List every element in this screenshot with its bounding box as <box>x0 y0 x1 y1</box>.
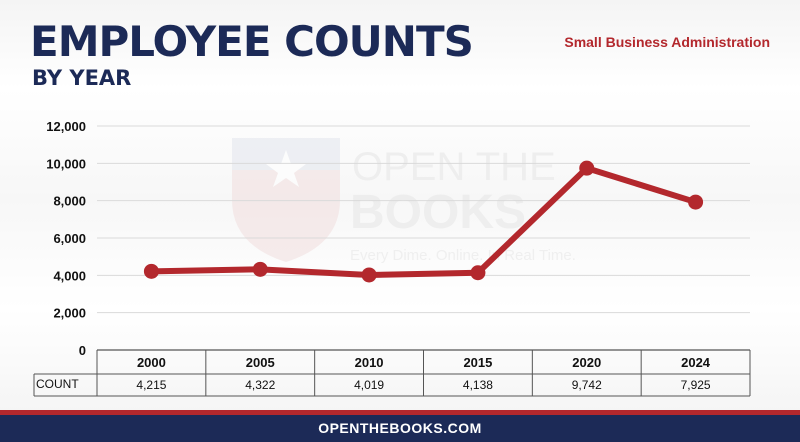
footer-website: OPENTHEBOOKS.COM <box>318 420 482 436</box>
x-category-label: 2024 <box>681 355 711 370</box>
series-line <box>148 165 699 278</box>
watermark-tagline: Every Dime. Online. In Real Time. <box>350 247 576 264</box>
x-category-label: 2010 <box>355 355 384 370</box>
data-point <box>361 267 377 283</box>
data-point <box>470 265 486 281</box>
x-category-label: 2020 <box>572 355 601 370</box>
data-table-header: 2000 2005 2010 2015 2020 2024 <box>137 355 711 370</box>
y-tick-label: 10,000 <box>46 156 86 171</box>
shield-logo <box>232 138 340 262</box>
watermark-line1: OPEN THE <box>352 145 556 189</box>
data-value-label: 7,925 <box>681 378 711 392</box>
footer-bar: OPENTHEBOOKS.COM <box>0 415 800 442</box>
data-table-grid <box>33 350 751 397</box>
footer-accent-bar <box>0 410 800 415</box>
watermark-line2: BOOKS <box>350 186 526 239</box>
data-point <box>252 261 268 277</box>
data-value-label: 4,322 <box>245 378 275 392</box>
data-point <box>143 263 159 279</box>
chart-title: EMPLOYEE COUNTS <box>30 17 474 66</box>
watermark: OPEN THE BOOKS Every Dime. Online. In Re… <box>232 138 576 264</box>
y-tick-label: 12,000 <box>46 119 86 134</box>
y-tick-label: 6,000 <box>53 231 86 246</box>
data-value-label: 4,215 <box>136 378 166 392</box>
y-tick-label: 8,000 <box>53 194 86 209</box>
series-employee-count <box>143 160 704 283</box>
x-category-label: 2000 <box>137 355 166 370</box>
y-tick-label: 0 <box>79 343 86 358</box>
agency-name: Small Business Administration <box>564 34 770 50</box>
data-point <box>688 194 704 210</box>
data-value-label: 4,138 <box>463 378 493 392</box>
data-table-values: 4,215 4,322 4,019 4,138 9,742 7,925 <box>136 378 711 392</box>
table-row-label: COUNT <box>36 377 79 391</box>
y-axis-labels: 0 2,000 4,000 6,000 8,000 10,000 12,000 <box>46 119 86 358</box>
y-tick-label: 4,000 <box>53 268 86 283</box>
y-tick-label: 2,000 <box>53 306 86 321</box>
data-point <box>579 160 595 176</box>
line-chart: OPEN THE BOOKS Every Dime. Online. In Re… <box>33 119 751 397</box>
x-category-label: 2015 <box>463 355 492 370</box>
chart-subtitle: BY YEAR <box>32 66 132 90</box>
data-value-label: 4,019 <box>354 378 384 392</box>
x-category-label: 2005 <box>246 355 275 370</box>
data-value-label: 9,742 <box>572 378 602 392</box>
